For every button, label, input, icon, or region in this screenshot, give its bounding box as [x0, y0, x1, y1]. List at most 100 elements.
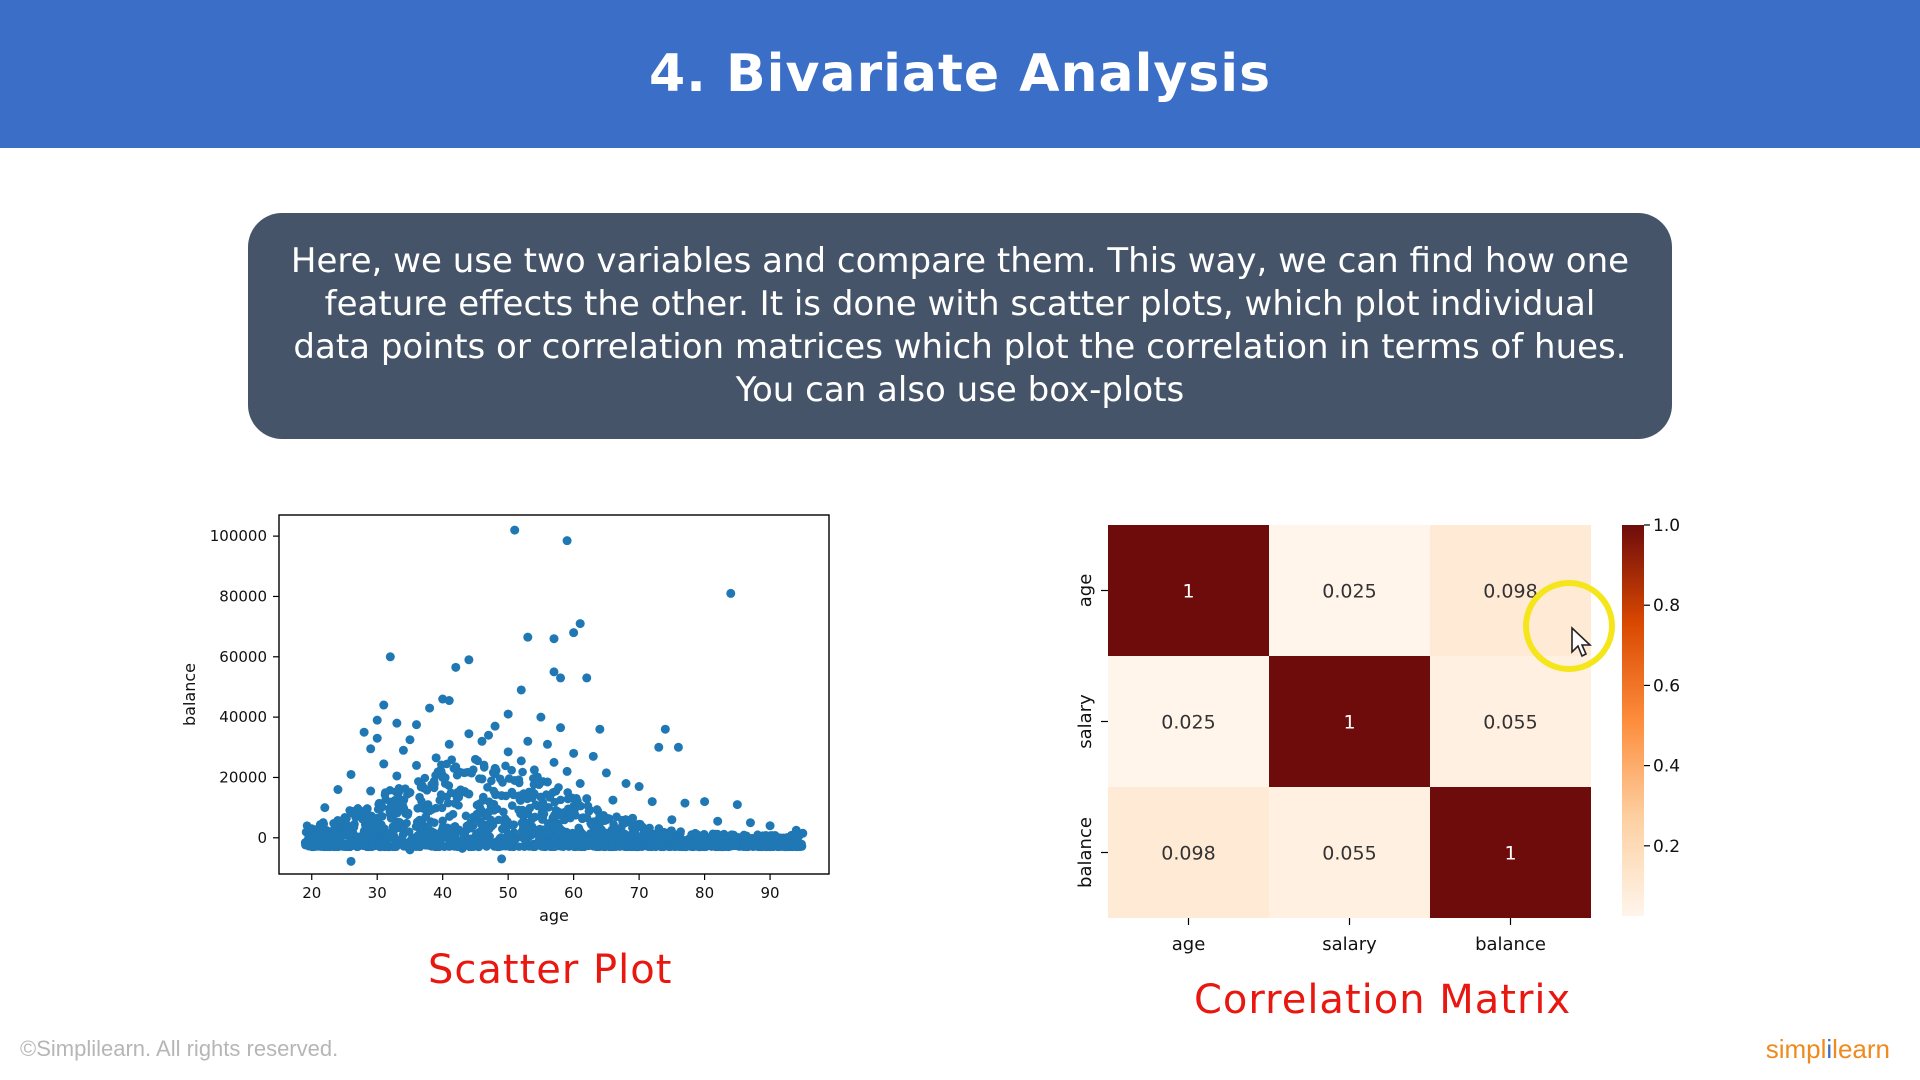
scatter-point	[542, 739, 552, 749]
scatter-point	[587, 820, 596, 830]
scatter-point	[483, 782, 492, 792]
scatter-point	[335, 816, 345, 826]
heatmap-cell-label: 0.098	[1483, 581, 1537, 603]
scatter-point	[726, 588, 736, 598]
scatter-point	[444, 781, 454, 790]
scatter-point	[470, 754, 480, 764]
scatter-point	[461, 811, 471, 821]
scatter-point	[490, 721, 500, 731]
scatter-point	[507, 765, 516, 775]
scatter-point	[583, 801, 593, 811]
scatter-point	[442, 759, 451, 769]
scatter-point	[467, 842, 476, 852]
scatter-point	[529, 780, 539, 789]
heatmap-cell	[1269, 525, 1430, 656]
scatter-point	[608, 795, 618, 805]
scatter-caption: Scatter Plot	[428, 947, 673, 993]
scatter-point	[761, 831, 771, 840]
scatter-point	[506, 839, 516, 849]
y-axis-label: balance	[180, 663, 199, 726]
colorbar-tick-label: 0.6	[1653, 676, 1680, 696]
scatter-point	[389, 834, 398, 843]
scatter-point	[366, 786, 376, 796]
scatter-point	[569, 748, 579, 758]
scatter-point	[323, 834, 333, 843]
scatter-point	[578, 814, 587, 824]
scatter-point	[523, 736, 533, 746]
scatter-point	[486, 815, 496, 825]
scatter-point	[611, 826, 621, 836]
scatter-point	[484, 824, 494, 834]
scatter-point	[554, 783, 563, 792]
y-tick-label: 20000	[219, 768, 267, 786]
scatter-point	[680, 798, 690, 808]
scatter-point	[536, 712, 546, 722]
correlation-heatmap: 1 0.025 0.098 0.025 1 0.055 0.098 0.055 1 age sala…	[1075, 516, 1680, 955]
colorbar-tick-label: 0.8	[1653, 596, 1680, 616]
scatter-point	[595, 812, 605, 822]
scatter-point	[636, 819, 645, 829]
x-axis-label: age	[539, 906, 569, 925]
heatmap-cell-label: 1	[1343, 712, 1355, 734]
scatter-point	[765, 821, 775, 831]
scatter-point	[523, 632, 533, 642]
heatmap-cell	[1430, 787, 1591, 918]
heatmap-cell-label: 0.098	[1161, 843, 1215, 865]
heatmap-caption: Correlation Matrix	[1194, 977, 1572, 1023]
scatter-point	[645, 823, 654, 833]
scatter-point	[688, 839, 698, 849]
scatter-point	[457, 843, 467, 853]
scatter-plot: 20 30 40 50 60 70 80 90 0 20000 40000 60000 80000 100…	[180, 514, 830, 925]
scatter-point	[362, 822, 372, 832]
scatter-point	[567, 836, 577, 846]
scatter-point	[739, 830, 749, 840]
scatter-point	[624, 835, 633, 844]
x-tick-label: 40	[433, 884, 452, 902]
heatmap-y-label: salary	[1075, 694, 1096, 749]
scatter-point	[573, 796, 582, 806]
scatter-point	[543, 819, 553, 828]
scatter-point	[527, 830, 536, 840]
scatter-point	[517, 826, 527, 836]
scatter-point	[727, 830, 736, 840]
y-tick-label: 0	[257, 829, 267, 847]
scatter-point	[588, 751, 598, 761]
scatter-point	[662, 832, 671, 842]
scatter-point	[430, 818, 439, 828]
scatter-point	[654, 825, 664, 835]
scatter-point	[405, 788, 415, 798]
scatter-point	[353, 804, 363, 814]
scatter-point	[549, 634, 559, 644]
scatter-point	[503, 709, 513, 719]
scatter-point	[510, 775, 520, 785]
scatter-point	[731, 841, 740, 851]
scatter-point	[747, 833, 757, 843]
scatter-point	[538, 802, 548, 812]
scatter-point	[709, 831, 719, 841]
scatter-point	[417, 797, 426, 806]
scatter-point	[427, 780, 437, 789]
scatter-point	[448, 809, 458, 819]
scatter-point	[585, 834, 595, 844]
scatter-point	[444, 842, 454, 851]
heatmap-x-label: salary	[1322, 934, 1377, 955]
scatter-point	[490, 763, 500, 773]
scatter-point	[518, 767, 527, 777]
scatter-point	[336, 832, 346, 841]
scatter-point	[494, 815, 504, 825]
colorbar-tick-label: 0.4	[1653, 757, 1680, 777]
scatter-point	[575, 619, 585, 629]
scatter-point	[423, 823, 433, 833]
scatter-point	[524, 818, 533, 828]
simplilearn-logo: simplilearn	[1765, 1034, 1890, 1064]
scatter-point	[770, 838, 780, 848]
heatmap-x-label: balance	[1475, 934, 1546, 955]
heatmap-cell-label: 0.055	[1322, 843, 1376, 865]
scatter-point	[391, 824, 401, 833]
scatter-point	[374, 841, 384, 850]
scatter-point	[673, 742, 683, 752]
scatter-point	[569, 628, 579, 638]
scatter-point	[484, 730, 494, 740]
scatter-point	[556, 723, 566, 733]
scatter-point	[503, 817, 512, 826]
